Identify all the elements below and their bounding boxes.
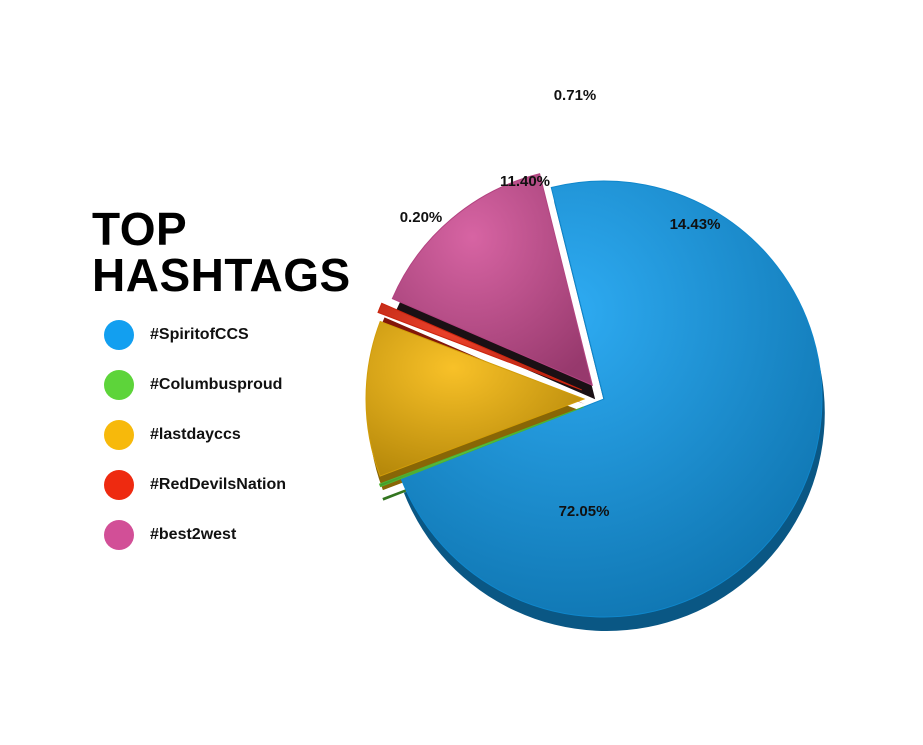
chart-title-line-2: HASHTAGS bbox=[92, 249, 351, 301]
chart-title-line-1: TOP bbox=[92, 203, 188, 255]
legend-swatch-best2west bbox=[104, 520, 134, 550]
pie-label-columbusproud: 0.20% bbox=[400, 209, 443, 226]
legend-item-spiritofccs: #SpiritofCCS bbox=[104, 320, 286, 350]
legend-swatch-lastdayccs bbox=[104, 420, 134, 450]
legend: #SpiritofCCS #Columbusproud #lastdayccs … bbox=[104, 320, 286, 570]
legend-item-lastdayccs: #lastdayccs bbox=[104, 420, 286, 450]
legend-label-lastdayccs: #lastdayccs bbox=[150, 426, 241, 443]
legend-label-spiritofccs: #SpiritofCCS bbox=[150, 326, 249, 343]
pie-label-spiritofccs: 72.05% bbox=[559, 503, 610, 520]
pie-slices-layer bbox=[365, 173, 823, 618]
legend-swatch-spiritofccs bbox=[104, 320, 134, 350]
legend-label-columbusproud: #Columbusproud bbox=[150, 376, 283, 393]
pie-slice-best2west bbox=[391, 173, 594, 387]
legend-item-columbusproud: #Columbusproud bbox=[104, 370, 286, 400]
legend-item-reddevilsnation: #RedDevilsNation bbox=[104, 470, 286, 500]
pie-label-reddevilsnation: 0.71% bbox=[554, 87, 597, 104]
pie-label-lastdayccs: 11.40% bbox=[500, 173, 550, 190]
pie-slice-columbusproud bbox=[378, 406, 584, 488]
legend-swatch-reddevilsnation bbox=[104, 470, 134, 500]
pie-slice-spiritofccs bbox=[400, 180, 823, 618]
pie-slice-reddevilsnation bbox=[377, 302, 582, 391]
legend-label-reddevilsnation: #RedDevilsNation bbox=[150, 476, 287, 493]
legend-label-best2west: #best2west bbox=[150, 526, 237, 543]
pie-label-best2west: 14.43% bbox=[670, 216, 721, 233]
legend-swatch-columbusproud bbox=[104, 370, 134, 400]
pie-labels-layer: 72.05% 0.20% 11.40% 0.71% 14.43% bbox=[400, 87, 721, 520]
legend-item-best2west: #best2west bbox=[104, 520, 286, 550]
chart-title: TOP HASHTAGS bbox=[92, 206, 351, 298]
pie-slice-lastdayccs bbox=[365, 320, 586, 477]
